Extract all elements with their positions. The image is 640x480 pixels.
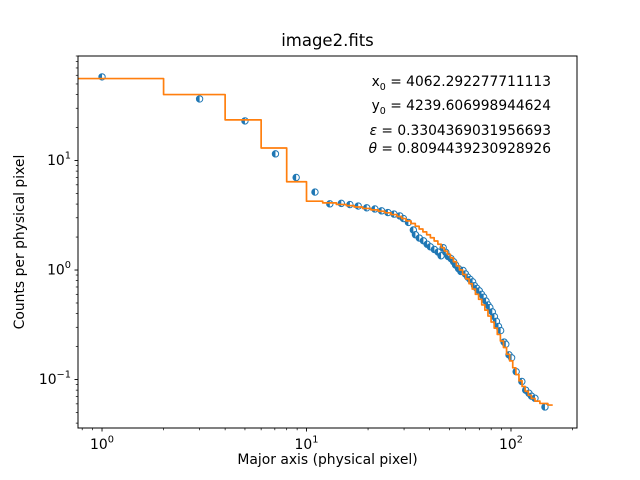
- y-tick-label: 101: [47, 151, 71, 170]
- marker-left-half: [541, 403, 545, 411]
- marker-left-half: [420, 237, 424, 244]
- x-axis-ticks: 100 101 102: [81, 428, 573, 454]
- marker-left-half: [196, 95, 200, 103]
- x-tick-label: 101: [295, 435, 319, 454]
- x-tick-label: 102: [499, 435, 523, 454]
- data-point: [195, 95, 204, 103]
- marker-left-half: [497, 327, 501, 334]
- marker-left-half: [272, 150, 276, 158]
- data-point: [541, 403, 549, 411]
- fit-parameter-value: = 0.3304369031956693: [377, 122, 551, 139]
- data-point: [346, 200, 354, 209]
- marker-left-half: [412, 231, 416, 238]
- marker-left-half: [292, 174, 297, 181]
- fit-parameter-line: x0 = 4062.292277711113: [369, 73, 551, 97]
- marker-left-half: [311, 188, 315, 196]
- data-point: [326, 200, 334, 208]
- fit-annotation: x0 = 4062.292277711113 y0 = 4239.60699894…: [369, 73, 551, 159]
- y-axis-ticks: 10−1 100 101: [39, 55, 78, 424]
- data-point: [241, 117, 249, 125]
- marker-left-half: [434, 248, 439, 256]
- data-point: [496, 326, 505, 335]
- fit-parameter-line: y0 = 4239.606998944624: [369, 97, 551, 121]
- fit-parameter-symbol: x: [371, 74, 380, 90]
- data-point: [271, 150, 280, 158]
- data-point: [354, 202, 362, 210]
- marker-left-half: [431, 246, 435, 253]
- fit-parameter-value: = 4062.292277711113: [385, 74, 551, 90]
- data-point: [337, 199, 346, 208]
- chart-title: image2.fits: [281, 31, 374, 50]
- marker-left-half: [489, 308, 493, 316]
- fit-parameter-line: ε = 0.3304369031956693: [369, 122, 551, 141]
- x-tick-label: 100: [90, 435, 114, 454]
- marker-left-half: [410, 226, 414, 234]
- data-point: [371, 205, 379, 213]
- plot-border: [77, 55, 578, 429]
- marker-left-half: [486, 304, 490, 311]
- fit-parameter-line: θ = 0.8094439230928926: [369, 140, 551, 159]
- fit-parameter-symbol: ε: [369, 122, 378, 139]
- fit-parameter-subscript: 0: [379, 106, 386, 118]
- data-point: [292, 173, 300, 182]
- y-axis-label: Counts per physical pixel: [12, 154, 28, 330]
- fit-parameter-value: = 0.8094439230928926: [377, 141, 551, 158]
- y-tick-label: 100: [47, 260, 71, 279]
- marker-left-half: [437, 252, 442, 259]
- data-point: [311, 188, 319, 196]
- fit-parameter-subscript: 0: [379, 81, 386, 93]
- marker-left-half: [416, 234, 420, 242]
- marker-left-half: [427, 243, 431, 250]
- y-tick-label: 10−1: [39, 370, 71, 389]
- fit-parameter-symbol: y: [371, 98, 380, 115]
- marker-left-half: [423, 241, 428, 248]
- marker-left-half: [491, 313, 495, 320]
- marker-left-half: [452, 261, 456, 269]
- fit-parameter-value: = 4239.606998944624: [385, 98, 551, 115]
- model-step-line: [78, 77, 553, 406]
- x-axis-label: Major axis (physical pixel): [237, 452, 418, 468]
- fit-parameter-symbol: θ: [368, 141, 378, 158]
